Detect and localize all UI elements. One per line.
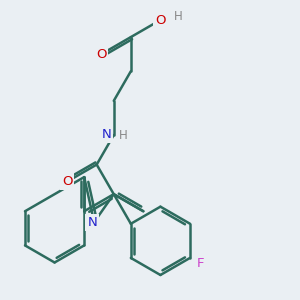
Text: H: H <box>174 11 182 23</box>
Text: N: N <box>102 128 112 142</box>
Text: H: H <box>119 130 128 142</box>
Text: O: O <box>155 14 166 26</box>
Text: O: O <box>62 175 72 188</box>
Text: O: O <box>96 48 106 61</box>
Text: F: F <box>196 257 204 270</box>
Text: N: N <box>87 216 97 229</box>
